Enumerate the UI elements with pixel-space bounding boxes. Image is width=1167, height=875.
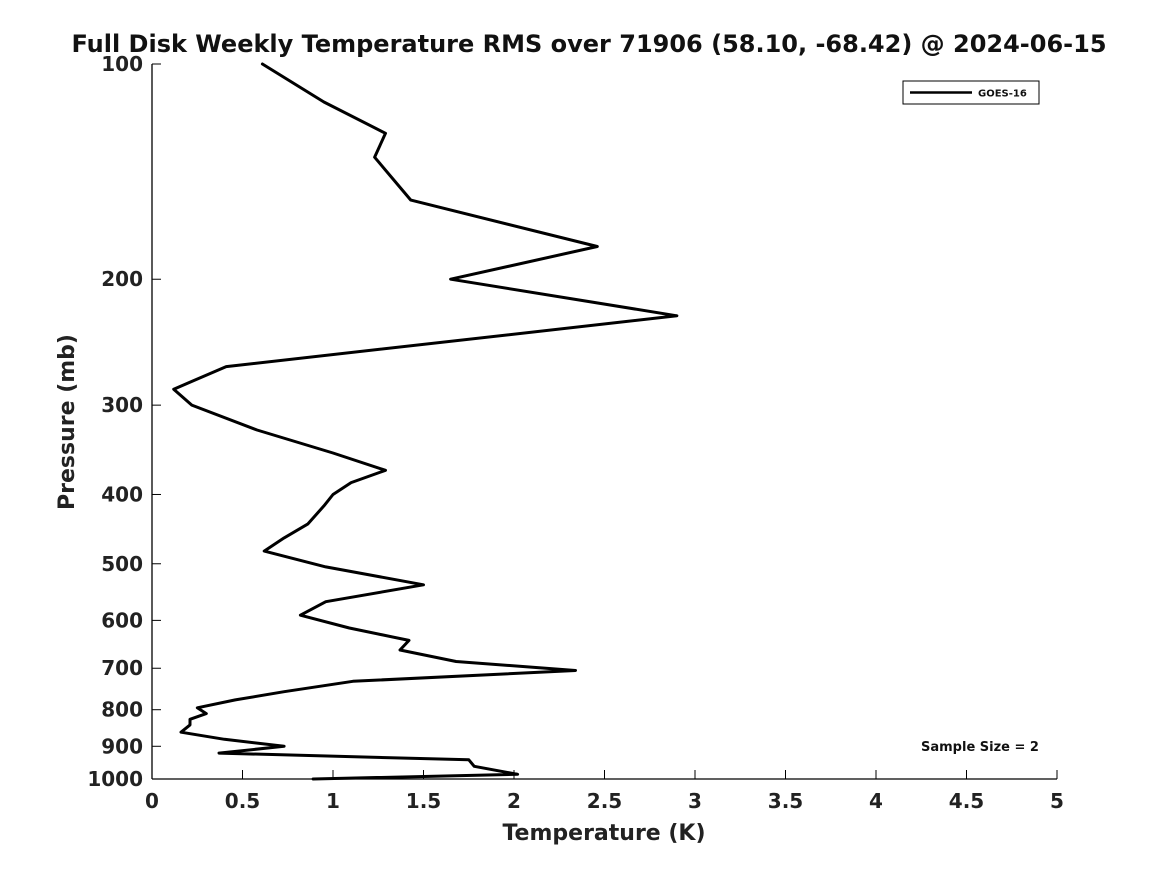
x-tick-label: 4 [869,789,883,813]
y-tick-label: 1000 [87,767,143,791]
chart-title: Full Disk Weekly Temperature RMS over 71… [71,30,1106,58]
y-tick-label: 300 [101,393,143,417]
y-tick-label: 200 [101,267,143,291]
x-tick-label: 0.5 [225,789,260,813]
x-tick-label: 3.5 [768,789,803,813]
x-tick-label: 2 [507,789,521,813]
y-ticks: 100 200 300 400 500 600 700 800 900 1000 [87,52,161,791]
y-tick-label: 700 [101,656,143,680]
x-tick-label: 1 [326,789,340,813]
sample-size-annotation: Sample Size = 2 [921,740,1039,755]
y-tick-label: 500 [101,552,143,576]
x-tick-label: 5 [1050,789,1064,813]
x-tick-label: 0 [145,789,159,813]
x-ticks: 0 0.5 1 1.5 2 2.5 3 3.5 4 4.5 5 [145,770,1064,813]
series-layer [172,62,679,781]
x-tick-label: 1.5 [406,789,441,813]
y-tick-label: 400 [101,482,143,506]
y-tick-label: 100 [101,52,143,76]
x-tick-label: 2.5 [587,789,622,813]
y-tick-label: 600 [101,608,143,632]
y-tick-label: 900 [101,734,143,758]
legend-entry: GOES-16 [978,89,1027,100]
y-tick-label: 800 [101,698,143,722]
legend: GOES-16 [902,80,1040,105]
x-tick-label: 4.5 [949,789,984,813]
y-axis-label: Pressure (mb) [55,334,80,510]
x-axis-label: Temperature (K) [502,821,705,846]
series-line-0 [172,62,679,781]
x-tick-label: 3 [688,789,702,813]
